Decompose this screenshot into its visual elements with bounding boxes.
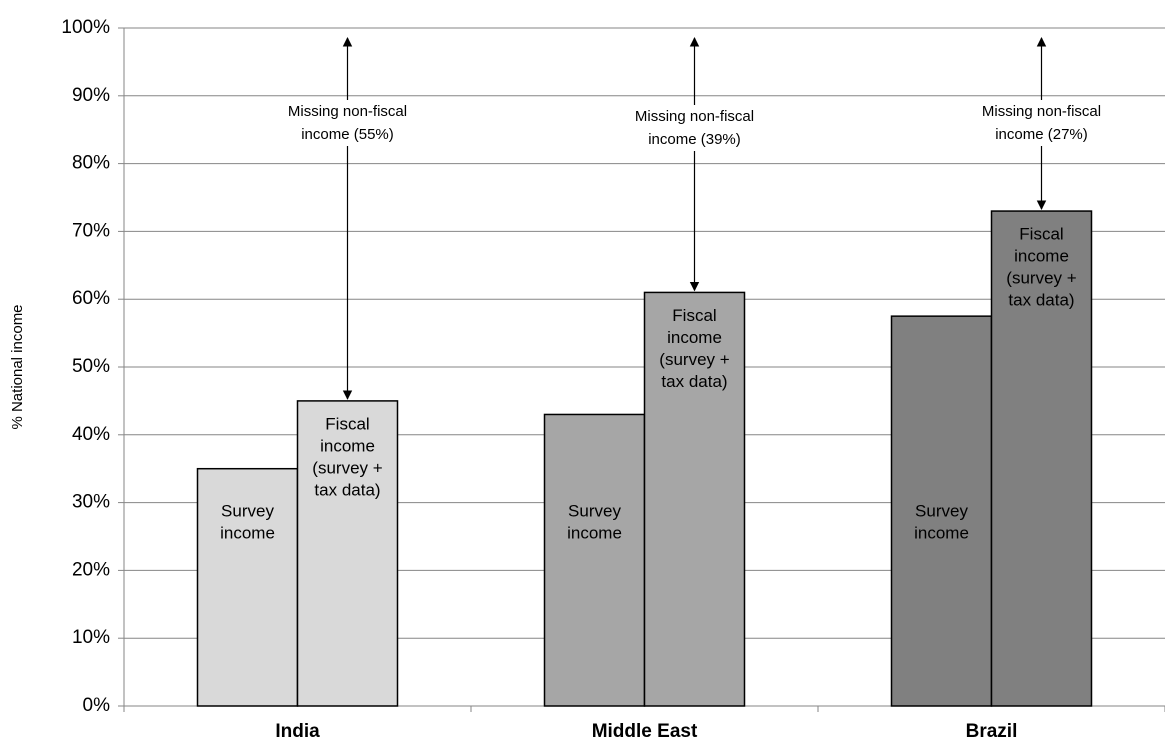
bar-label: income [320,436,375,455]
bar-label: income [667,328,722,347]
bar-label: Survey [915,501,968,520]
annotation-label: Missing non-fiscal [288,103,407,120]
y-tick-label: 30% [72,492,110,513]
annotation-background [272,100,423,146]
bar-label: tax data) [314,480,380,499]
bar-label: (survey + [1006,269,1076,288]
bar-label: income [567,523,622,542]
y-tick-label: 10% [72,627,110,648]
bar-label: tax data) [661,372,727,391]
y-tick-label: 90% [72,85,110,106]
annotation-background [619,105,770,151]
bar-label: tax data) [1008,291,1074,310]
x-tick-label: Middle East [592,721,698,742]
bar-label: Fiscal [1019,225,1063,244]
bar [643,291,746,707]
bar [543,413,646,707]
annotation-label: income (27%) [995,126,1088,143]
y-tick-label: 100% [61,17,110,38]
bar-label: (survey + [312,458,382,477]
y-tick-label: 20% [72,559,110,580]
y-tick-label: 50% [72,356,110,377]
y-tick-label: 40% [72,424,110,445]
y-axis-label: % National income [9,304,26,429]
annotation-background [966,100,1117,146]
annotation-label: Missing non-fiscal [982,103,1101,120]
bar-label: (survey + [659,350,729,369]
annotation-label: Missing non-fiscal [635,108,754,125]
bar-label: income [914,523,969,542]
bar-label: Fiscal [325,414,369,433]
x-tick-label: Brazil [966,721,1018,742]
y-tick-label: 70% [72,220,110,241]
annotation-label: income (55%) [301,126,394,143]
bar-label: Fiscal [672,306,716,325]
bar [296,400,399,707]
bar-label: income [1014,247,1069,266]
annotation-label: income (39%) [648,131,741,148]
y-tick-label: 80% [72,153,110,174]
bar-label: Survey [568,501,621,520]
x-tick-label: India [275,721,320,742]
y-tick-label: 60% [72,288,110,309]
bar-label: income [220,523,275,542]
y-tick-label: 0% [83,695,111,716]
bar [990,210,1093,707]
bar-label: Survey [221,501,274,520]
bar [196,467,299,707]
